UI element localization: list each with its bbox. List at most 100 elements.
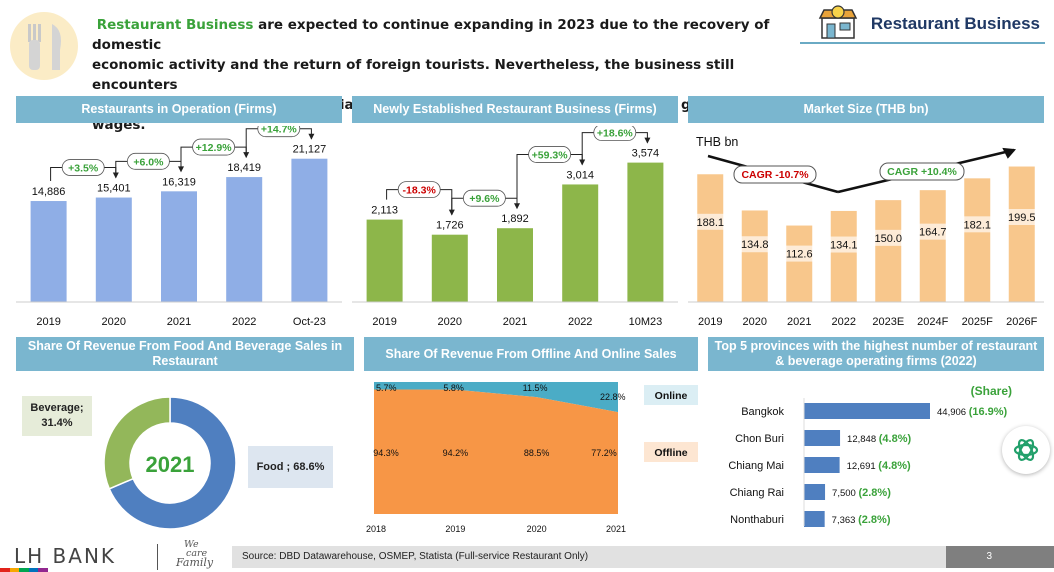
x-tick-label: 2022 bbox=[232, 316, 256, 328]
value-label: 199.5 bbox=[1008, 212, 1036, 224]
bar-2026F bbox=[1008, 166, 1035, 302]
value-label: 150.0 bbox=[874, 233, 902, 245]
footer-divider bbox=[157, 544, 158, 570]
province-label: Chon Buri bbox=[735, 433, 784, 445]
value-label: 15,401 bbox=[97, 183, 131, 195]
growth-label: -18.3% bbox=[403, 185, 437, 197]
bar-Bangkok bbox=[804, 403, 930, 419]
provinces-chart: (Share) Bangkok 44,906 (16.9%) Chon Buri 12,… bbox=[728, 384, 1012, 527]
footer-tagline: We care Family bbox=[176, 539, 214, 569]
x-tick-label: 2022 bbox=[832, 316, 856, 328]
bar-2023E bbox=[875, 200, 902, 302]
cagr-pill bbox=[879, 162, 965, 181]
cagr-label: CAGR +10.4% bbox=[887, 166, 957, 178]
header-line2: economic activity and the return of fore… bbox=[92, 57, 735, 93]
x-tick-label: 2019 bbox=[445, 524, 465, 534]
x-tick-label: 2020 bbox=[743, 316, 767, 328]
offline-label: 88.5% bbox=[524, 448, 550, 458]
province-label: Chiang Rai bbox=[730, 487, 784, 499]
online-label: 5.8% bbox=[443, 383, 464, 393]
province-value: 12,691 (4.8%) bbox=[847, 460, 911, 472]
bar-2020 bbox=[95, 197, 132, 302]
bar-10M23 bbox=[627, 162, 664, 302]
footer-source-bar: Source: DBD Datawarehouse, OSMEP, Statis… bbox=[232, 546, 1054, 568]
bar-2022 bbox=[562, 184, 599, 302]
legend-online: Online bbox=[655, 390, 688, 402]
bar-Chiang Rai bbox=[804, 484, 826, 500]
panel-title-market-size: Market Size (THB bn) bbox=[688, 96, 1044, 123]
x-tick-label: 2019 bbox=[36, 316, 60, 328]
x-tick-label: 2018 bbox=[366, 524, 386, 534]
footer-page-box: 3 bbox=[946, 546, 1054, 568]
bar-2020 bbox=[431, 234, 468, 302]
value-label-bg bbox=[871, 229, 906, 246]
page-number: 3 bbox=[986, 551, 992, 562]
value-label-bg bbox=[915, 223, 950, 240]
store-icon bbox=[818, 4, 858, 40]
trend-arrowhead bbox=[1002, 147, 1017, 159]
growth-pill bbox=[463, 189, 506, 207]
x-tick-label: 2021 bbox=[167, 316, 191, 328]
value-label-bg bbox=[960, 216, 995, 233]
legend-offline: Offline bbox=[654, 447, 687, 459]
x-tick-label: 2026F bbox=[1006, 316, 1037, 328]
value-label: 21,127 bbox=[293, 144, 327, 156]
panel-title-restaurants: Restaurants in Operation (Firms) bbox=[16, 96, 342, 123]
x-tick-label: Oct-23 bbox=[293, 316, 326, 328]
slice-beverage bbox=[103, 396, 171, 490]
bar-Nonthaburi bbox=[804, 511, 825, 527]
value-label: 3,014 bbox=[566, 169, 594, 181]
province-label: Bangkok bbox=[741, 406, 784, 418]
header-line1: are expected to continue expanding in 20… bbox=[92, 17, 770, 53]
x-tick-label: 2021 bbox=[606, 524, 626, 534]
bar-2025F bbox=[964, 178, 991, 302]
x-tick-label: 2020 bbox=[438, 316, 462, 328]
legend-offline-box bbox=[644, 442, 698, 462]
online-label: 5.7% bbox=[376, 383, 397, 393]
x-tick-label: 2023E bbox=[872, 316, 904, 328]
badge-underline bbox=[800, 42, 1045, 44]
x-tick-label: 2022 bbox=[568, 316, 592, 328]
value-label: 16,319 bbox=[162, 176, 196, 188]
slice-food bbox=[108, 396, 237, 530]
x-tick-label: 2021 bbox=[503, 316, 527, 328]
value-label: 134.8 bbox=[741, 239, 769, 251]
value-label-bg bbox=[737, 236, 772, 253]
value-label: 134.1 bbox=[830, 240, 858, 252]
value-label: 1,726 bbox=[436, 220, 464, 232]
bar-2020 bbox=[741, 210, 768, 302]
value-label-bg bbox=[782, 245, 817, 262]
cagr-pill bbox=[733, 165, 817, 184]
x-tick-label: 2020 bbox=[527, 524, 547, 534]
legend-online-box bbox=[644, 385, 698, 405]
offline-label: 94.3% bbox=[373, 448, 399, 458]
x-tick-label: 2025F bbox=[962, 316, 993, 328]
market-size-chart: THB bn 188.1 2019 134.8 2020 112.6 2021 134.1 20… bbox=[688, 135, 1044, 328]
bar-2019 bbox=[697, 174, 724, 302]
province-value: 7,500 (2.8%) bbox=[832, 487, 891, 499]
growth-label: +6.0% bbox=[133, 156, 164, 168]
assistant-icon[interactable] bbox=[1002, 426, 1050, 474]
growth-label: +59.3% bbox=[532, 149, 569, 161]
growth-pill bbox=[61, 159, 105, 176]
province-value: 12,848 (4.8%) bbox=[847, 433, 911, 445]
value-label: 2,113 bbox=[371, 205, 398, 217]
donut-center-label: 2021 bbox=[146, 452, 195, 477]
value-label-bg bbox=[1004, 209, 1039, 226]
bar-Chiang Mai bbox=[804, 457, 840, 473]
value-label-bg bbox=[826, 236, 861, 253]
footer-brand: LH BANK bbox=[14, 544, 117, 568]
footer-source: Source: DBD Datawarehouse, OSMEP, Statis… bbox=[242, 551, 589, 562]
footer-colorbar bbox=[0, 568, 48, 572]
new-business-chart: 2,113 2019 1,726 2020 1,892 2021 3,014 2022 3,57… bbox=[352, 126, 678, 328]
x-tick-label: 2021 bbox=[787, 316, 811, 328]
growth-pill bbox=[192, 138, 236, 156]
growth-label: +12.9% bbox=[196, 142, 233, 154]
value-label: 164.7 bbox=[919, 227, 947, 239]
growth-label: +18.6% bbox=[597, 128, 634, 140]
x-tick-label: 2024F bbox=[917, 316, 948, 328]
value-label: 1,892 bbox=[501, 213, 529, 225]
bar-2019 bbox=[30, 201, 67, 302]
growth-pill bbox=[593, 126, 637, 142]
bar-Chon Buri bbox=[804, 430, 841, 446]
